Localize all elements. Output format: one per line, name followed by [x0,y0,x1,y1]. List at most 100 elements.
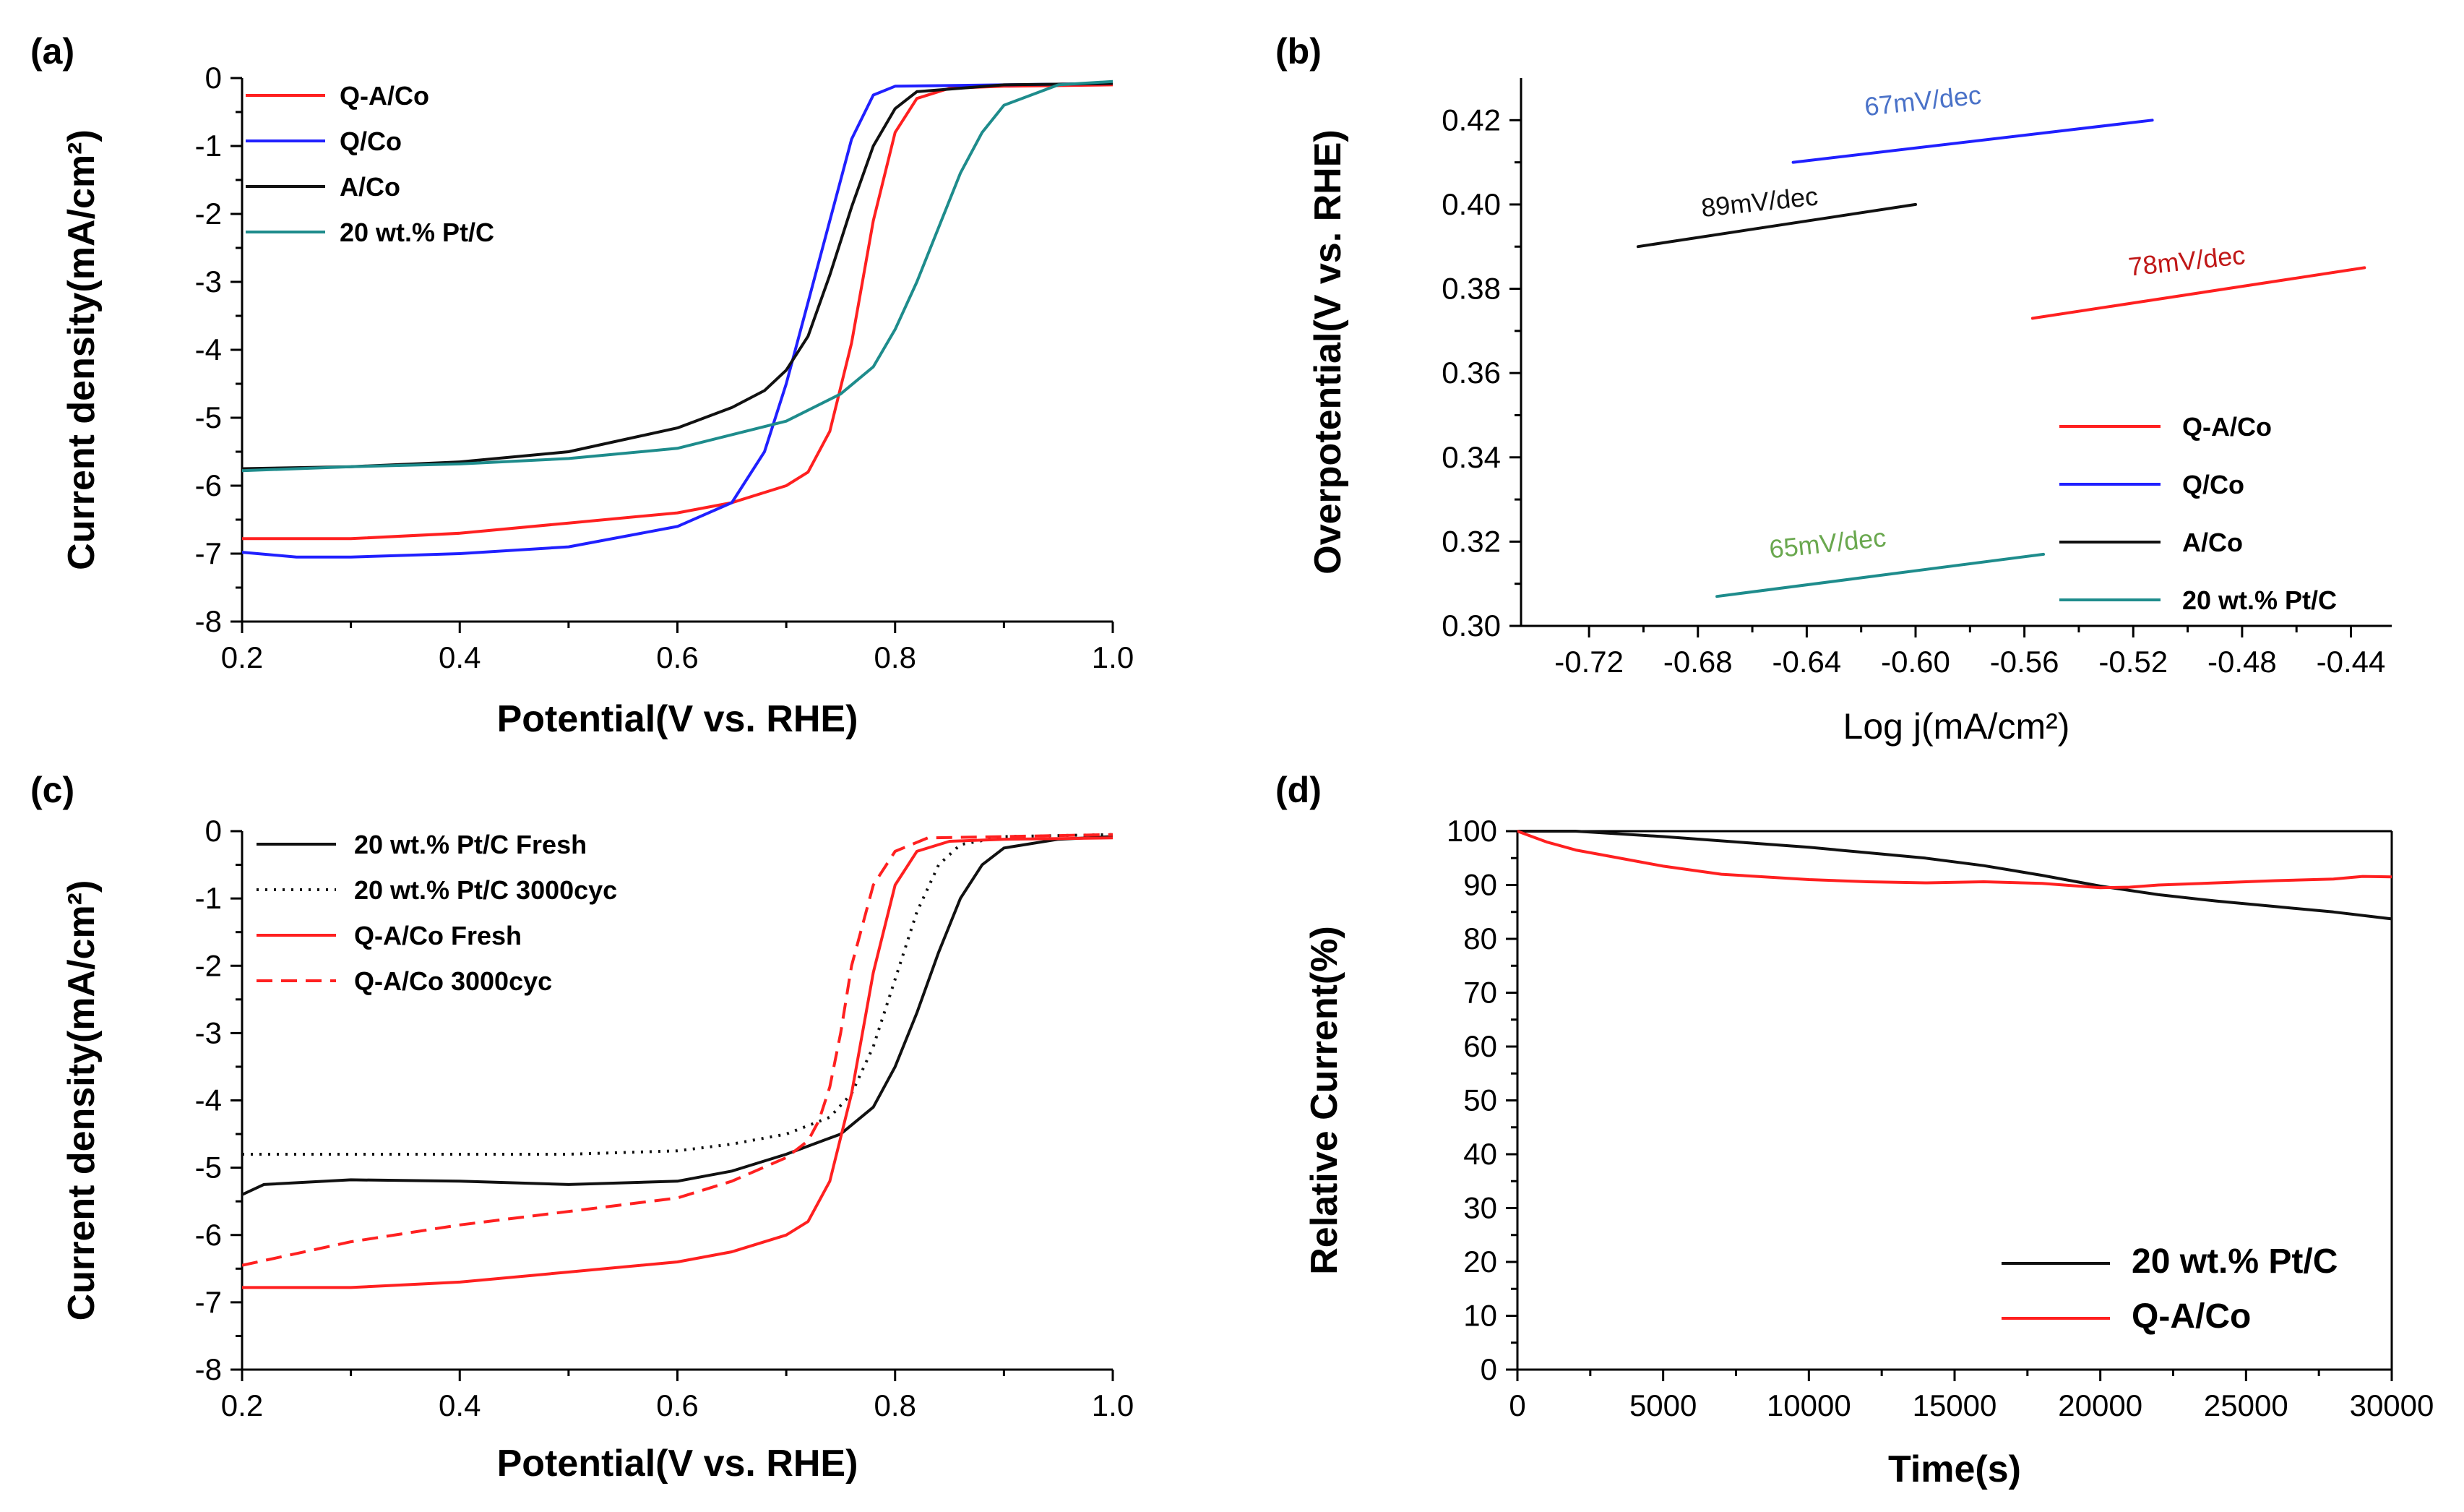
series-line-20-wt-pt-c [1517,830,2392,921]
y-tick-label: 0.36 [1442,356,1501,390]
x-axis-title: Time(s) [1888,1448,2021,1490]
y-tick-label: -2 [195,948,222,982]
y-axis-title: Current density(mA/cm²) [61,880,103,1321]
legend-label: 20 wt.% Pt/C [2132,1242,2338,1281]
legend-label: 20 wt.% Pt/C 3000cyc [354,875,617,905]
y-tick-label: -3 [195,265,222,298]
y-tick-label: 50 [1463,1083,1497,1117]
y-tick-label: 30 [1463,1191,1497,1225]
slope-annotation: 65mV/dec [1767,523,1887,564]
x-tick-label: -0.72 [1554,645,1624,679]
legend-label: Q-A/Co [2182,412,2272,442]
legend: Q-A/Co Q/Co A/Co 20 wt.% Pt/C [2059,412,2337,615]
x-tick-label: 15000 [1913,1388,1997,1422]
x-tick-label: -0.60 [1881,645,1950,679]
y-tick-label: -8 [195,604,222,638]
y-tick-label: -4 [195,1083,222,1117]
panel-c: (c) 0.2 0.4 0.6 0.8 1.0 0 -1 -2 -3 -4 -5 -6 -7 -8 Poten… [30,770,1134,1485]
panel-a: (a) 0.2 0.4 0.6 0.8 1.0 0 -1 -2 -3 -4 -5 -6 -7 -8 Poten… [30,31,1134,740]
y-axis-title: Current density(mA/cm²) [61,129,103,570]
x-tick-label: 30000 [2350,1388,2434,1422]
legend-label: Q-A/Co [340,81,429,111]
y-tick-label: -8 [195,1352,222,1386]
y-tick-label: 0 [1481,1352,1497,1386]
x-tick-label: -0.56 [1990,645,2059,679]
y-tick-label: 40 [1463,1137,1497,1171]
x-tick-label: 0.6 [656,1388,698,1422]
series-line-q-a-co [242,83,1113,541]
series-line-q-co [1791,119,2154,164]
series-line-20-wt-pt-c [242,80,1113,473]
y-tick-label: -4 [195,332,222,366]
y-tick-label: -7 [195,1285,222,1319]
y-tick-label: 80 [1463,922,1497,955]
series-line-20-wt-pt-c-3000cyc [242,833,1113,1156]
x-tick-label: 20000 [2058,1388,2142,1422]
x-tick-label: -0.48 [2207,645,2277,679]
legend-label: Q-A/Co Fresh [354,921,522,950]
slope-annotation: 89mV/dec [1700,181,1819,223]
panel-d: (d) 0 5000 10000 15000 20000 25000 30000 0 10 20 30… [1275,770,2434,1490]
y-tick-label: -5 [195,400,222,434]
x-axis-title: Potential(V vs. RHE) [497,1443,858,1485]
panel-label: (d) [1275,770,1322,810]
x-tick-label: -0.44 [2317,645,2386,679]
legend-label: A/Co [340,172,400,202]
y-tick-label: 0.30 [1442,609,1501,643]
x-tick-label: 0.2 [221,640,263,674]
y-tick-label: 0.38 [1442,272,1501,306]
y-tick-label: 100 [1447,814,1497,848]
x-tick-label: 1.0 [1092,640,1134,674]
x-tick-label: 0.8 [874,640,916,674]
legend-label: Q-A/Co 3000cyc [354,966,552,996]
x-tick-label: 0.4 [439,1388,481,1422]
y-tick-label: -5 [195,1151,222,1185]
x-tick-label: -0.68 [1663,645,1733,679]
legend-label: Q/Co [2182,470,2244,499]
y-tick-label: -2 [195,197,222,231]
y-tick-label: 60 [1463,1029,1497,1063]
x-axis-title: Potential(V vs. RHE) [497,698,858,740]
series-line-q-co [242,82,1113,559]
y-tick-label: -3 [195,1015,222,1049]
x-tick-label: 0.6 [656,640,698,674]
y-tick-label: -6 [195,1218,222,1252]
legend: 20 wt.% Pt/C Q-A/Co [2002,1242,2338,1336]
panel-label: (c) [30,770,74,810]
legend-label: A/Co [2182,528,2243,557]
series-line-a-co [1636,202,1917,249]
y-tick-label: -1 [195,129,222,163]
panel-label: (b) [1275,31,1322,72]
y-tick-label: 0.42 [1442,103,1501,137]
x-tick-label: 25000 [2204,1388,2288,1422]
y-tick-label: -7 [195,536,222,570]
x-tick-label: 0.8 [874,1388,916,1422]
y-tick-label: -6 [195,468,222,502]
x-tick-label: 0 [1509,1388,1525,1422]
x-tick-label: 5000 [1629,1388,1697,1422]
x-tick-label: 1.0 [1092,1388,1134,1422]
y-tick-label: 70 [1463,976,1497,1010]
series-line-q-a-co [2030,266,2366,320]
legend-label: 20 wt.% Pt/C Fresh [354,830,587,859]
legend-label: Q/Co [340,126,402,156]
y-tick-label: -1 [195,881,222,915]
panel-b: (b) -0.72 -0.68 -0.64 -0.60 -0.56 -0.52 -0.48 -0… [1275,31,2392,747]
y-tick-label: 0.34 [1442,440,1501,474]
x-tick-label: 0.2 [221,1388,263,1422]
x-tick-label: 10000 [1767,1388,1851,1422]
legend: 20 wt.% Pt/C Fresh 20 wt.% Pt/C 3000cyc Q-… [257,830,617,996]
legend-label: Q-A/Co [2132,1297,2251,1336]
panel-label: (a) [30,31,74,72]
y-tick-label: 90 [1463,868,1497,902]
series-line-q-a-co-fresh [242,836,1113,1289]
series-line-q-a-co [1517,830,2392,890]
legend-label: 20 wt.% Pt/C [2182,585,2337,615]
series-line-20-wt-pt-c [1715,552,2045,598]
legend-label: 20 wt.% Pt/C [340,218,494,247]
slope-annotation: 67mV/dec [1863,80,1982,121]
x-tick-label: -0.52 [2098,645,2168,679]
y-tick-label: 0.32 [1442,524,1501,558]
y-tick-label: 20 [1463,1245,1497,1279]
